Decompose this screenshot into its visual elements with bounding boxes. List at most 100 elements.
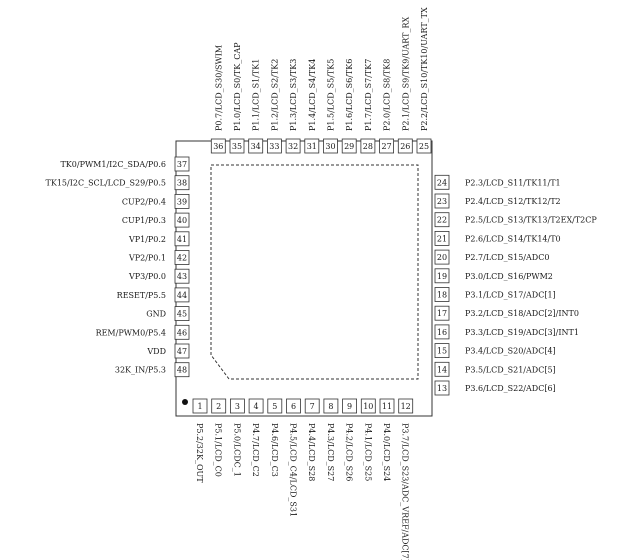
pin-pad bbox=[434, 287, 450, 302]
pin-label: P3.5/LCD_S21/ADC[5] bbox=[465, 365, 556, 374]
pin-pad bbox=[434, 343, 450, 359]
pin-label: GND bbox=[146, 310, 166, 319]
pin-number: 34 bbox=[251, 142, 261, 151]
pin-label: P5.0/LCDC_1 bbox=[232, 423, 241, 477]
pin-number: 35 bbox=[232, 142, 242, 151]
die-pad-outline bbox=[210, 164, 419, 380]
pin-label: P4.3/LCD_S27 bbox=[326, 423, 335, 481]
pin-label: VP2/P0.1 bbox=[128, 254, 166, 263]
pin-label: P1.5/LCD_S5/TK5 bbox=[327, 59, 336, 131]
pin-pad bbox=[323, 398, 339, 414]
pin-label: P1.7/LCD_S7/TK7 bbox=[364, 59, 373, 131]
pin-label: P3.7/LCD_S23/ADC_VREF/ADC[7] bbox=[401, 423, 410, 560]
pin-number: 16 bbox=[437, 328, 447, 337]
pin-number: 6 bbox=[291, 402, 296, 411]
pin-pad bbox=[434, 324, 450, 340]
pin-label: P4.7/LCD_C2 bbox=[251, 423, 260, 477]
pin-label: P1.2/LCD_S2/TK2 bbox=[270, 59, 279, 131]
pin-label: P2.3/LCD_S11/TK11/T1 bbox=[465, 178, 561, 187]
pin-number: 8 bbox=[328, 402, 333, 411]
pin-pad bbox=[360, 138, 376, 154]
pin-label: P2.4/LCD_S12/TK12/T2 bbox=[465, 197, 561, 206]
pin-pad bbox=[210, 138, 226, 154]
pin-label: P1.1/LCD_S1/TK1 bbox=[252, 59, 261, 131]
pin-number: 1 bbox=[197, 402, 202, 411]
pin-pad bbox=[174, 231, 190, 247]
pin-label: P4.4/LCD_S28 bbox=[307, 423, 316, 481]
pin-label: P3.4/LCD_S20/ADC[4] bbox=[465, 347, 556, 356]
chip-body bbox=[175, 140, 433, 417]
pin-number: 41 bbox=[177, 235, 187, 244]
pin-pad bbox=[416, 138, 432, 154]
pin-pad bbox=[248, 398, 264, 414]
pin-label: P2.6/LCD_S14/TK14/T0 bbox=[465, 234, 561, 243]
pin-number: 7 bbox=[310, 402, 315, 411]
pin-label: P1.4/LCD_S4/TK4 bbox=[308, 59, 317, 131]
pin-label: CUP1/P0.3 bbox=[122, 216, 166, 225]
pin-pad bbox=[341, 138, 357, 154]
pin-number: 11 bbox=[382, 402, 392, 411]
pin-number: 26 bbox=[400, 142, 410, 151]
pin-pad bbox=[174, 193, 190, 209]
pin-number: 13 bbox=[437, 384, 447, 393]
pin-number: 14 bbox=[437, 365, 447, 374]
pin-number: 33 bbox=[269, 142, 279, 151]
pin-pad bbox=[174, 212, 190, 228]
pin-label: P4.1/LCD_S25 bbox=[363, 423, 372, 481]
pin-number: 2 bbox=[216, 402, 221, 411]
pin-pad bbox=[397, 138, 413, 154]
pin-pad bbox=[304, 138, 320, 154]
pin-pad bbox=[229, 398, 245, 414]
pin-pad bbox=[434, 249, 450, 265]
pin-number: 46 bbox=[177, 328, 187, 337]
pin-pad bbox=[267, 398, 283, 414]
pin-number: 48 bbox=[177, 366, 187, 375]
pin-pad bbox=[434, 305, 450, 321]
pin-label: P2.5/LCD_S13/TK13/T2EX/T2CP bbox=[465, 216, 597, 225]
pin-pad bbox=[360, 398, 376, 414]
pin-pad bbox=[286, 398, 301, 414]
pin-pad bbox=[174, 324, 190, 340]
pin-number: 10 bbox=[363, 402, 373, 411]
pin-pad bbox=[434, 361, 450, 377]
pin-label: TK15/I2C_SCL/LCD_S29/P0.5 bbox=[46, 179, 166, 188]
pin-number: 22 bbox=[437, 216, 447, 225]
pin-pad bbox=[434, 230, 450, 246]
pin-pad bbox=[304, 398, 320, 414]
pin-number: 4 bbox=[254, 402, 259, 411]
pin-number: 28 bbox=[363, 142, 373, 151]
pin-label: 32K_IN/P5.3 bbox=[115, 366, 166, 375]
pin1-marker bbox=[182, 399, 188, 405]
pin-label: P5.2/32K_OUT bbox=[195, 423, 204, 483]
pin-number: 25 bbox=[419, 142, 429, 151]
pin-number: 23 bbox=[437, 197, 447, 206]
pin-pad bbox=[342, 398, 358, 414]
pin-label: VP1/P0.2 bbox=[128, 235, 166, 244]
pin-pad bbox=[192, 398, 208, 414]
pin-number: 45 bbox=[177, 310, 187, 319]
pin-pad bbox=[174, 156, 190, 172]
pin-number: 20 bbox=[437, 253, 447, 262]
pin-label: CUP2/P0.4 bbox=[122, 197, 166, 206]
pin-number: 18 bbox=[437, 291, 447, 300]
pin-label: P4.0/LCD_S24 bbox=[382, 423, 391, 481]
pin-pad bbox=[174, 287, 190, 303]
pin-pad bbox=[174, 175, 190, 191]
pin-pad bbox=[434, 380, 450, 396]
pin-pad bbox=[266, 138, 282, 154]
pin-label: P3.6/LCD_S22/ADC[6] bbox=[465, 384, 556, 393]
pin-number: 44 bbox=[177, 291, 187, 300]
pin-label: VP3/P0.0 bbox=[128, 272, 166, 281]
pin-label: P3.2/LCD_S18/ADC[2]/INT0 bbox=[465, 309, 579, 318]
pin-number: 32 bbox=[288, 142, 298, 151]
pin-pad bbox=[434, 193, 450, 209]
pin-label: P3.1/LCD_S17/ADC[1] bbox=[465, 291, 556, 300]
pin-pad bbox=[398, 398, 414, 414]
pin-number: 30 bbox=[325, 142, 335, 151]
pin-pad bbox=[434, 212, 450, 228]
pin-number: 24 bbox=[437, 178, 447, 187]
pin-number: 15 bbox=[437, 347, 447, 356]
pin-label: P1.6/LCD_S6/TK6 bbox=[345, 59, 354, 131]
pin-number: 37 bbox=[177, 160, 187, 169]
pin-number: 27 bbox=[382, 142, 392, 151]
